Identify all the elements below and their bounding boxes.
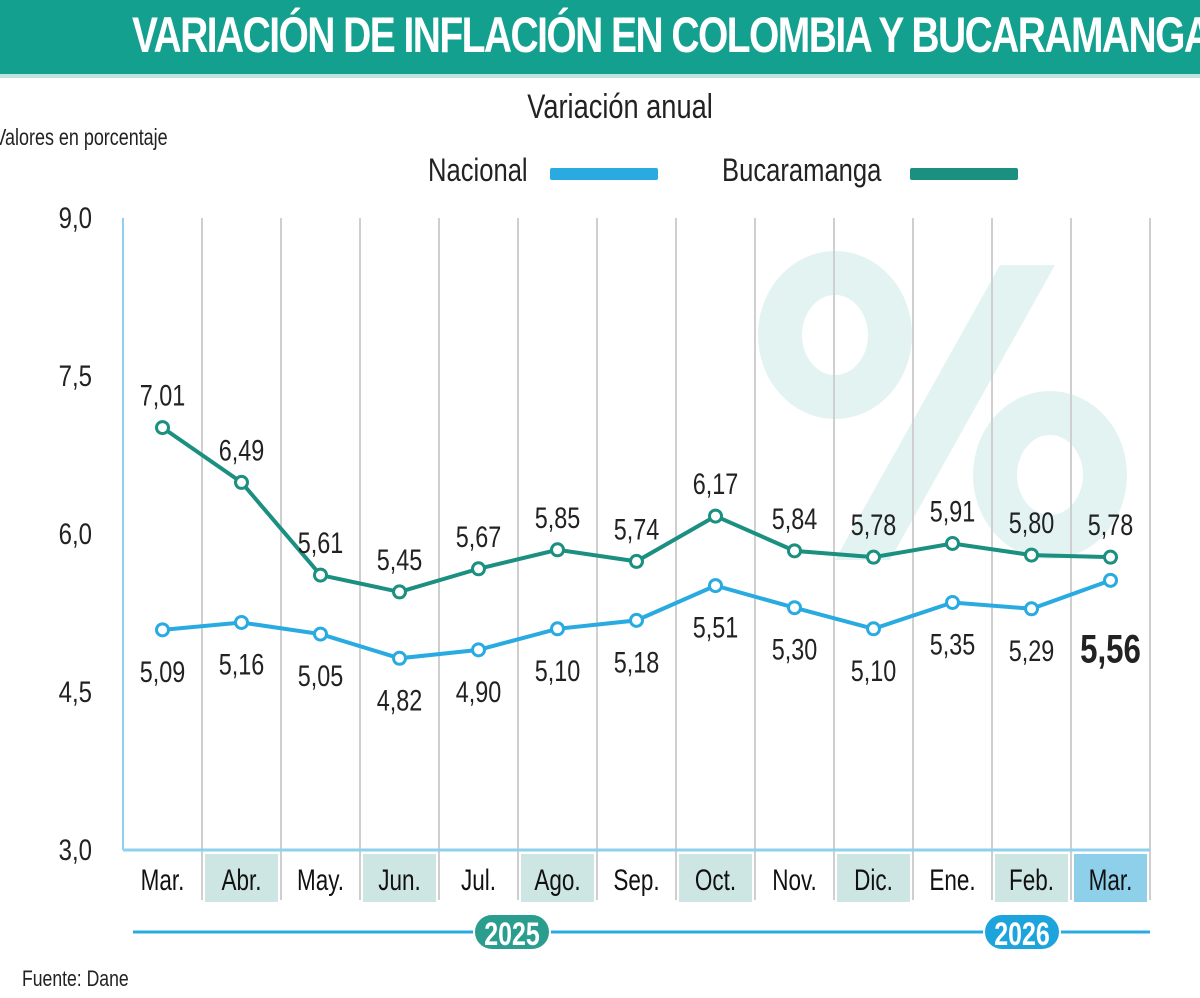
source-note: Fuente: Dane <box>22 966 129 991</box>
data-label: 5,10 <box>535 654 581 687</box>
x-tick-label: Dic. <box>854 863 893 897</box>
data-label: 5,05 <box>298 659 344 692</box>
percent-watermark-slash <box>835 265 1055 560</box>
x-tick-label: Ago. <box>534 863 580 897</box>
data-label: 5,67 <box>456 520 502 553</box>
data-label: 5,10 <box>851 654 897 687</box>
data-point <box>945 535 960 551</box>
year-badge <box>473 913 551 951</box>
data-label: 5,51 <box>693 611 739 644</box>
legend-bucaramanga-swatch <box>910 168 1018 180</box>
data-point <box>471 561 486 577</box>
data-point <box>945 594 960 610</box>
data-label: 5,84 <box>772 502 818 535</box>
y-tick-label: 9,0 <box>59 200 92 234</box>
data-point <box>1103 572 1118 588</box>
data-label: 5,78 <box>851 508 897 541</box>
x-tick-label: Mar. <box>1089 863 1133 897</box>
data-point <box>155 420 170 436</box>
x-tick-label: Mar. <box>141 863 185 897</box>
data-point <box>866 621 881 637</box>
data-label: 5,09 <box>140 655 186 688</box>
data-point <box>234 614 249 630</box>
data-label: 5,29 <box>1009 634 1055 667</box>
data-point <box>1103 549 1118 565</box>
x-tick-label: Jul. <box>461 863 496 897</box>
data-point <box>471 642 486 658</box>
data-label: 5,16 <box>219 648 265 681</box>
data-point <box>787 543 802 559</box>
data-label: 5,80 <box>1009 506 1055 539</box>
x-shade-box <box>679 854 752 902</box>
data-point <box>313 567 328 583</box>
data-point <box>1024 601 1039 617</box>
data-point <box>313 626 328 642</box>
data-point <box>392 650 407 666</box>
x-tick-label: Feb. <box>1009 863 1054 897</box>
data-point <box>550 621 565 637</box>
data-point <box>392 584 407 600</box>
data-label: 5,56 <box>1080 627 1141 672</box>
year-label: 2026 <box>994 917 1050 953</box>
x-tick-label: Abr. <box>221 863 261 897</box>
data-label: 5,74 <box>614 513 660 546</box>
data-label: 4,82 <box>377 684 423 717</box>
legend-bucaramanga: Bucaramanga <box>722 152 882 188</box>
data-label: 5,78 <box>1088 508 1134 541</box>
data-label: 6,17 <box>693 467 739 500</box>
x-tick-label: Nov. <box>772 863 817 897</box>
y-tick-label: 7,5 <box>59 358 92 392</box>
data-label: 4,90 <box>456 675 502 708</box>
year-badge <box>983 913 1061 951</box>
page-title: VARIACIÓN DE INFLACIÓN EN COLOMBIA Y BUC… <box>132 7 1200 63</box>
year-label: 2025 <box>484 917 540 953</box>
y-tick-label: 6,0 <box>59 516 92 550</box>
x-shade-box <box>995 854 1068 902</box>
x-tick-label: May. <box>297 863 344 897</box>
x-tick-label: Oct. <box>695 863 736 897</box>
data-point <box>708 578 723 594</box>
data-point <box>787 600 802 616</box>
chart-subtitle: Variación anual <box>527 88 713 126</box>
data-point <box>629 553 644 569</box>
legend-nacional-swatch <box>550 168 658 180</box>
data-point <box>550 542 565 558</box>
y-tick-label: 3,0 <box>59 832 92 866</box>
data-label: 7,01 <box>140 379 186 412</box>
data-point <box>155 622 170 638</box>
data-label: 5,91 <box>930 495 976 528</box>
x-shade-box <box>521 854 594 902</box>
legend-nacional: Nacional <box>428 152 528 188</box>
percent-watermark-ring-bottom <box>973 391 1127 559</box>
x-tick-label: Sep. <box>613 863 659 897</box>
data-point <box>1024 547 1039 563</box>
data-label: 5,30 <box>772 633 818 666</box>
data-label: 5,85 <box>535 501 581 534</box>
x-shade-box <box>205 854 278 902</box>
data-label: 5,35 <box>930 628 976 661</box>
data-label: 5,18 <box>614 646 660 679</box>
x-shade-box <box>837 854 910 902</box>
x-tick-label: Jun. <box>378 863 421 897</box>
y-axis-label: Valores en porcentaje <box>0 124 168 150</box>
x-highlight-box <box>1074 854 1147 902</box>
data-point <box>234 474 249 490</box>
data-label: 6,49 <box>219 434 265 467</box>
x-tick-label: Ene. <box>929 863 975 897</box>
data-point <box>708 508 723 524</box>
data-point <box>866 549 881 565</box>
title-bar: VARIACIÓN DE INFLACIÓN EN COLOMBIA Y BUC… <box>0 0 1200 78</box>
y-tick-label: 4,5 <box>59 674 92 708</box>
data-label: 5,45 <box>377 543 423 576</box>
data-point <box>629 612 644 628</box>
data-label: 5,61 <box>298 526 344 559</box>
x-shade-box <box>363 854 436 902</box>
